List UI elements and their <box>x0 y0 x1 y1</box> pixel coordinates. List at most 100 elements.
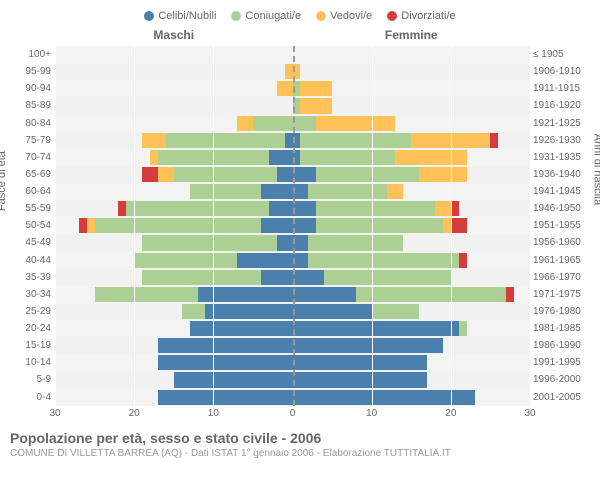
male-bar <box>55 150 293 165</box>
male-bar <box>55 167 293 182</box>
gender-labels: Maschi Femmine <box>0 28 600 42</box>
bar-segment <box>293 355 428 370</box>
age-label: 15-19 <box>13 340 51 351</box>
bar-segment <box>293 253 309 268</box>
female-bar <box>293 116 531 131</box>
bar-segment <box>277 81 293 96</box>
bar-segment <box>142 133 166 148</box>
bar-segment <box>237 116 253 131</box>
age-label: 0-4 <box>13 392 51 403</box>
male-bar <box>55 81 293 96</box>
bar-segment <box>205 304 292 319</box>
female-bar <box>293 372 531 387</box>
bar-segment <box>324 270 451 285</box>
birth-label: 1906-1910 <box>533 66 588 77</box>
x-tick: 20 <box>445 408 456 419</box>
female-bar <box>293 235 531 250</box>
birth-label: 1936-1940 <box>533 169 588 180</box>
bar-segment <box>419 167 467 182</box>
bar-segment <box>277 235 293 250</box>
female-bar <box>293 150 531 165</box>
male-bar <box>55 304 293 319</box>
birth-label: 1961-1965 <box>533 255 588 266</box>
bar-segment <box>293 235 309 250</box>
age-label: 25-29 <box>13 306 51 317</box>
birth-label: 1916-1920 <box>533 100 588 111</box>
age-label: 30-34 <box>13 289 51 300</box>
bar-segment <box>459 321 467 336</box>
birth-label: 1946-1950 <box>533 203 588 214</box>
birth-label: 2001-2005 <box>533 392 588 403</box>
bar-segment <box>293 201 317 216</box>
bar-segment <box>293 218 317 233</box>
birth-label: 1996-2000 <box>533 374 588 385</box>
chart-subtitle: COMUNE DI VILLETTA BARREA (AQ) - Dati IS… <box>10 448 590 459</box>
bar-segment <box>277 167 293 182</box>
y-axis-label-left: Fasce di età <box>0 151 8 211</box>
male-bar <box>55 390 293 405</box>
male-bar <box>55 270 293 285</box>
legend: Celibi/Nubili Coniugati/e Vedovi/e Divorzia… <box>0 0 600 22</box>
x-tick: 30 <box>524 408 535 419</box>
birth-label: 1951-1955 <box>533 220 588 231</box>
bar-segment <box>261 184 293 199</box>
female-bar <box>293 81 531 96</box>
bar-segment <box>316 167 419 182</box>
birth-label: 1941-1945 <box>533 186 588 197</box>
chart-footer: Popolazione per età, sesso e stato civil… <box>0 424 600 459</box>
bar-segment <box>435 201 451 216</box>
female-bar <box>293 355 531 370</box>
bar-segment <box>293 390 475 405</box>
female-bar <box>293 304 531 319</box>
bar-segment <box>95 218 261 233</box>
male-bar <box>55 184 293 199</box>
legend-swatch <box>387 11 397 21</box>
female-bar <box>293 184 531 199</box>
age-label: 45-49 <box>13 237 51 248</box>
age-label: 90-94 <box>13 83 51 94</box>
bar-segment <box>158 355 293 370</box>
female-bar <box>293 133 531 148</box>
birth-label: 1986-1990 <box>533 340 588 351</box>
age-label: 60-64 <box>13 186 51 197</box>
bar-segment <box>293 321 459 336</box>
bar-segment <box>285 133 293 148</box>
male-bar <box>55 98 293 113</box>
bar-segment <box>293 167 317 182</box>
bar-segment <box>293 338 443 353</box>
bar-segment <box>293 270 325 285</box>
bar-segment <box>387 184 403 199</box>
male-bar <box>55 235 293 250</box>
female-bar <box>293 64 531 79</box>
male-bar <box>55 287 293 302</box>
bar-segment <box>142 270 261 285</box>
legend-item: Vedovi/e <box>316 10 372 22</box>
bar-segment <box>293 372 428 387</box>
bar-segment <box>79 218 87 233</box>
legend-label: Coniugati/e <box>245 10 301 22</box>
bar-segment <box>158 338 293 353</box>
legend-item: Celibi/Nubili <box>144 10 216 22</box>
gridline <box>530 46 531 406</box>
bar-segment <box>269 150 293 165</box>
legend-swatch <box>316 11 326 21</box>
bar-segment <box>150 150 158 165</box>
legend-label: Divorziati/e <box>401 10 455 22</box>
male-bar <box>55 116 293 131</box>
center-line <box>293 46 295 406</box>
bar-segment <box>459 253 467 268</box>
bar-segment <box>316 201 435 216</box>
chart-rows: 100+≤ 190595-991906-191090-941911-191585… <box>55 46 530 406</box>
bar-segment <box>356 287 506 302</box>
chart-title: Popolazione per età, sesso e stato civil… <box>10 430 590 446</box>
age-label: 80-84 <box>13 118 51 129</box>
x-tick: 0 <box>290 408 296 419</box>
bar-segment <box>285 64 293 79</box>
x-tick: 30 <box>49 408 60 419</box>
age-label: 35-39 <box>13 272 51 283</box>
x-axis: 3020100102030 <box>55 408 530 424</box>
bar-segment <box>253 116 293 131</box>
age-label: 65-69 <box>13 169 51 180</box>
female-bar <box>293 167 531 182</box>
legend-swatch <box>231 11 241 21</box>
